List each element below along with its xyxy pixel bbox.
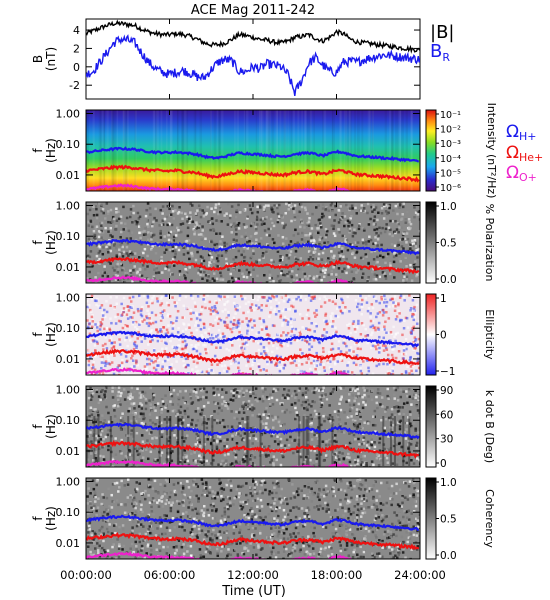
field-y-tick: 4: [73, 24, 80, 37]
power-y-label-unit: (Hz): [44, 138, 58, 163]
kdotb-y-tick: 0.10: [56, 414, 81, 427]
ellipticity-y-label-unit: (Hz): [44, 322, 58, 347]
o-gyrofrequency-line: [86, 551, 356, 559]
o-gyrofrequency-line: [86, 459, 362, 467]
he-gyrofrequency-line: [86, 257, 420, 275]
power-y-tick: 1.00: [56, 108, 81, 121]
ellipticity-colorbar-label: Ellipticity: [483, 309, 496, 360]
coherency-colorbar: [425, 477, 437, 560]
kdotb-colorbar-tick: 60: [440, 409, 453, 421]
coherency-y-label-unit: (Hz): [44, 506, 58, 531]
coherency-y-tick: 0.01: [56, 537, 81, 550]
power-colorbar-tick: 10⁻⁵: [440, 168, 461, 179]
coherency-y-label: f: [31, 516, 45, 521]
kdotb-y-tick: 0.01: [56, 445, 81, 458]
legend-he: ΩHe+: [506, 143, 543, 164]
field-y-tick: 2: [73, 42, 80, 55]
legend-br: BR: [430, 41, 450, 64]
polarization-y-label-unit: (Hz): [44, 230, 58, 255]
kdotb-y-tick: 1.00: [56, 384, 81, 397]
h-gyrofrequency-line: [86, 422, 420, 440]
power-y-tick: 0.10: [56, 138, 81, 151]
field-y-label-unit: (nT): [44, 47, 58, 71]
power-colorbar-tick: 10⁻⁴: [440, 154, 461, 165]
polarization-colorbar-tick: 0.0: [440, 274, 457, 286]
ellipticity-y-tick: 1.00: [56, 292, 81, 305]
figure-title: ACE Mag 2011-242: [191, 3, 315, 18]
ellipticity-colorbar-tick: 0: [440, 330, 447, 342]
species-legend: ΩH+ ΩHe+ ΩO+: [506, 122, 543, 184]
polarization-colorbar-label: % Polarization: [483, 204, 496, 282]
coherency-colorbar-tick: 0.5: [440, 514, 457, 526]
he-gyrofrequency-line: [86, 532, 420, 551]
kdotb-panel: 1.00 0.10 0.01 f (Hz) 90 60 30 0 k dot B (Deg): [31, 384, 496, 470]
kdotb-colorbar: [425, 385, 437, 468]
power-colorbar-tick: 10⁻⁶: [440, 183, 461, 194]
kdotb-y-label: f: [31, 424, 45, 429]
ellipticity-y-tick: 0.10: [56, 322, 81, 335]
h-gyrofrequency-line: [86, 330, 419, 348]
polarization-y-tick: 0.10: [56, 230, 81, 243]
polarization-y-label: f: [31, 240, 45, 245]
x-tick-label: 18:00:00: [311, 568, 363, 582]
coherency-panel: 1.00 0.10 0.01 f (Hz) 1.0 0.5 0.0 Coherency: [31, 476, 496, 562]
x-tick-label: 00:00:00: [60, 568, 112, 582]
ellipticity-colorbar-tick: −1: [440, 366, 455, 378]
x-tick-label: 24:00:00: [394, 568, 446, 582]
x-axis-label: Time (UT): [221, 584, 286, 599]
polarization-panel: 1.00 0.10 0.01 f (Hz) 1.0 0.5 0.0 % Polarization: [31, 200, 496, 286]
power-y-tick: 0.01: [56, 169, 81, 182]
polarization-colorbar-tick: 0.5: [440, 238, 457, 250]
he-gyrofrequency-line: [86, 439, 419, 459]
ellipticity-colorbar: [425, 293, 437, 376]
h-gyrofrequency-line: [86, 238, 420, 256]
ellipticity-y-tick: 0.01: [56, 353, 81, 366]
kdotb-colorbar-tick: 90: [440, 385, 453, 397]
ellipticity-y-label: f: [31, 332, 45, 337]
legend-btot: |B|: [430, 22, 454, 43]
polarization-colorbar-tick: 1.0: [440, 201, 457, 213]
field-y-label-b: B: [31, 55, 45, 63]
polarization-y-tick: 0.01: [56, 261, 81, 274]
h-gyrofrequency-line: [86, 146, 419, 163]
power-colorbar: [425, 109, 437, 192]
coherency-colorbar-tick: 1.0: [440, 477, 457, 489]
power-panel: 1.00 0.10 0.01 f (Hz) 10⁻¹ 10⁻² 10⁻³ 10⁻⁴ 10⁻⁵ 10⁻…: [31, 103, 498, 199]
polarization-y-tick: 1.00: [56, 200, 81, 213]
field-panel: 4 2 0 -2 B (nT) |B| BR: [31, 18, 454, 100]
legend-h: ΩH+: [506, 122, 537, 143]
kdotb-y-label-unit: (Hz): [44, 414, 58, 439]
polarization-colorbar: [425, 201, 437, 284]
ellipticity-panel: 1.00 0.10 0.01 f (Hz) 1 0 −1 Ellipticity: [31, 292, 496, 378]
ellipticity-colorbar-tick: 1: [440, 293, 447, 305]
power-colorbar-tick: 10⁻²: [440, 125, 461, 136]
legend-o: ΩO+: [506, 163, 537, 184]
x-tick-label: 06:00:00: [144, 568, 196, 582]
h-gyrofrequency-line: [86, 514, 420, 532]
field-y-tick: 0: [73, 61, 80, 74]
power-y-label: f: [31, 148, 45, 153]
he-gyrofrequency-line: [86, 348, 420, 366]
o-gyrofrequency-line: [86, 367, 363, 375]
kdotb-colorbar-label: k dot B (Deg): [483, 390, 496, 463]
x-axis: 00:00:00 06:00:00 12:00:00 18:00:00 24:00:00: [60, 568, 446, 582]
power-colorbar-label: Intensity (nT²/Hz): [485, 103, 498, 199]
coherency-colorbar-tick: 0.0: [440, 550, 457, 562]
kdotb-colorbar-tick: 0: [440, 458, 447, 470]
btot-series-line: [86, 19, 420, 54]
coherency-colorbar-label: Coherency: [483, 489, 496, 548]
he-gyrofrequency-line: [86, 164, 420, 183]
o-gyrofrequency-line: [86, 275, 359, 283]
x-tick-label: 12:00:00: [227, 568, 279, 582]
br-series-line: [86, 34, 420, 97]
field-y-tick: -2: [69, 79, 80, 92]
power-colorbar-tick: 10⁻¹: [440, 110, 461, 121]
kdotb-colorbar-tick: 30: [440, 434, 453, 446]
power-colorbar-tick: 10⁻³: [440, 139, 461, 150]
coherency-y-tick: 1.00: [56, 476, 81, 489]
coherency-y-tick: 0.10: [56, 506, 81, 519]
